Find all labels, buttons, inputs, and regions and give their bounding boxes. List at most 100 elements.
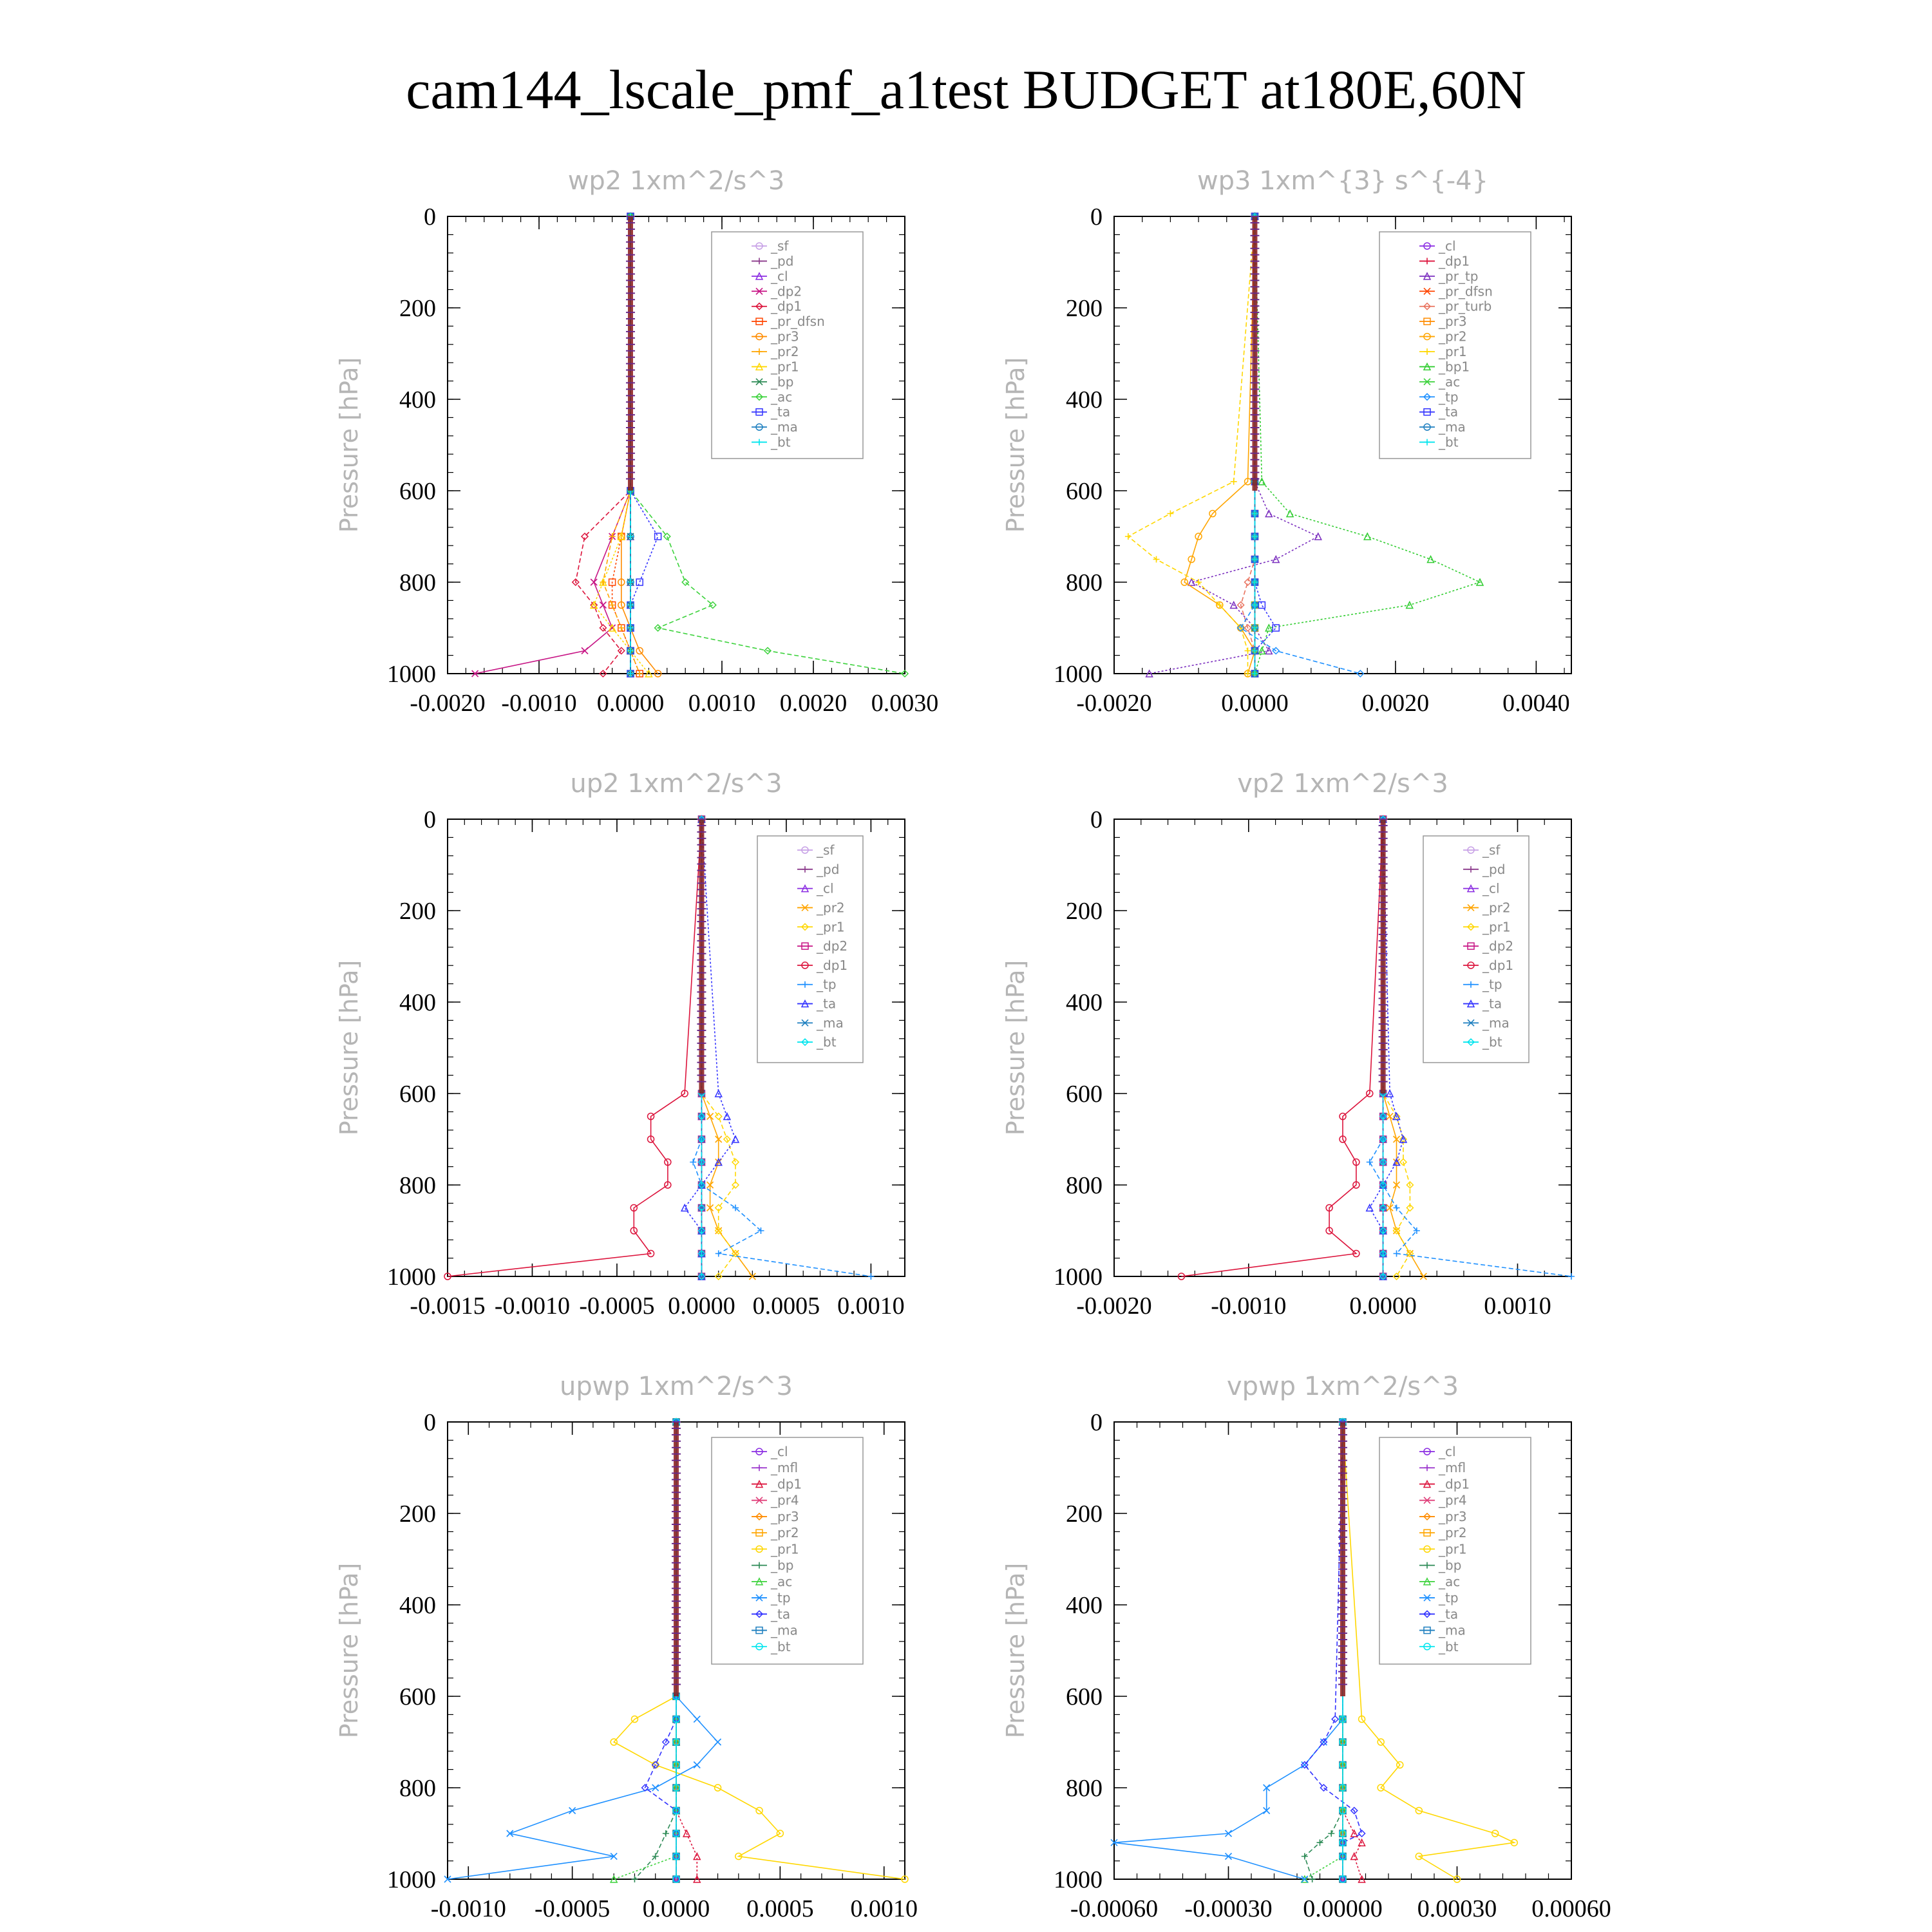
data-point — [706, 1112, 714, 1121]
legend-label: _pr2 — [770, 1525, 799, 1540]
data-point — [1350, 1806, 1358, 1815]
series-pr_dfsn — [608, 213, 643, 677]
series-line — [1181, 819, 1384, 1277]
legend-marker — [800, 923, 810, 931]
legend-label: _bt — [1438, 435, 1459, 450]
legend-marker — [1468, 981, 1474, 988]
data-point — [1244, 647, 1251, 654]
legend-item-bt: _bt — [752, 1639, 791, 1654]
series-line — [1113, 1422, 1343, 1880]
data-point — [867, 1273, 875, 1280]
legend-label: _bt — [1438, 1639, 1459, 1654]
data-point — [627, 579, 634, 585]
legend-item-sf: _sf — [1463, 842, 1501, 858]
data-point — [763, 647, 772, 655]
legend-item-ac: _ac — [1419, 374, 1460, 390]
legend-item-pr2: _pr2 — [752, 344, 799, 359]
legend-label: _ac — [770, 1574, 792, 1589]
data-point — [1358, 1829, 1366, 1838]
data-point — [723, 1112, 732, 1121]
chart-panel-4: vp2 1xm^2/s^3 Pressure [hPa] 0 200 400 600 800… — [1001, 769, 1575, 1320]
data-point — [1265, 623, 1273, 632]
x-tick-label: -0.0010 — [501, 690, 576, 717]
data-point — [1453, 1875, 1461, 1883]
legend-label: _dp2 — [816, 938, 848, 954]
data-point — [680, 1203, 689, 1212]
legend-label: _ma — [770, 419, 798, 435]
data-point — [1510, 1839, 1518, 1846]
legend-marker — [1423, 242, 1431, 250]
data-point — [1419, 1273, 1427, 1280]
legend-label: _pr_dfsn — [770, 314, 825, 329]
x-tick-label: 0.00000 — [1303, 1895, 1383, 1922]
legend-label: _ta — [1438, 1606, 1458, 1622]
y-tick-label: 400 — [1066, 386, 1103, 413]
series-bt — [627, 213, 634, 677]
data-point — [652, 1853, 659, 1860]
data-point — [1406, 1180, 1414, 1189]
legend-item-pr2: _pr2 — [1419, 1525, 1467, 1540]
data-point — [1237, 625, 1244, 631]
legend-item-pr3: _pr3 — [752, 329, 799, 345]
data-point — [630, 1715, 639, 1723]
legend-item-mfl: _mfl — [1419, 1460, 1466, 1475]
legend: _sf_pd_cl_dp2_dp1_pr_dfsn_pr3_pr2_pr1_bp… — [711, 231, 864, 459]
data-point — [1350, 1829, 1358, 1837]
data-point — [581, 647, 589, 655]
legend-item-mfl: _mfl — [752, 1460, 798, 1475]
panel-title: up2 1xm^2/s^3 — [570, 769, 782, 799]
legend-marker — [1424, 1464, 1430, 1472]
plot-frame — [1113, 819, 1572, 1277]
x-tick-label: -0.0020 — [410, 690, 485, 717]
data-point — [627, 647, 634, 654]
legend-marker — [755, 317, 763, 325]
data-point — [1365, 1203, 1374, 1212]
data-point — [731, 1158, 740, 1166]
legend-marker — [1423, 1512, 1432, 1520]
data-point — [1285, 509, 1294, 518]
x-tick-label: -0.00060 — [1070, 1895, 1158, 1922]
legend-label: _cl — [770, 1444, 788, 1459]
legend-item-cl: _cl — [1419, 238, 1456, 254]
data-point — [731, 1135, 740, 1143]
x-tick-label: 0.0010 — [688, 690, 756, 717]
data-point — [627, 625, 634, 631]
legend-label: _cl — [816, 881, 834, 896]
y-axis-label: Pressure [hPa] — [335, 1563, 363, 1739]
data-point — [672, 1784, 680, 1792]
data-point — [714, 1784, 722, 1792]
data-point — [1339, 1784, 1347, 1792]
legend-marker — [1467, 961, 1475, 969]
legend-marker — [1423, 362, 1432, 371]
data-point — [617, 647, 625, 655]
data-point — [652, 1784, 659, 1792]
legend-marker — [755, 1643, 763, 1651]
data-point — [1177, 1273, 1186, 1280]
y-tick-label: 600 — [399, 1683, 436, 1710]
y-tick-label: 1000 — [1054, 1264, 1103, 1291]
legend-item-pr3: _pr3 — [1419, 314, 1467, 329]
legend-item-ta: _ta — [1419, 1606, 1458, 1622]
data-point — [1339, 1135, 1347, 1143]
data-point — [1180, 578, 1188, 586]
legend-marker — [755, 1594, 763, 1602]
series-line — [447, 819, 703, 1277]
data-point — [599, 669, 607, 678]
data-point — [1224, 1852, 1233, 1861]
data-point — [1325, 1227, 1333, 1235]
data-point — [627, 670, 634, 677]
data-point — [1415, 1806, 1423, 1815]
data-point — [444, 1273, 451, 1280]
data-point — [1265, 509, 1273, 518]
x-tick-label: 0.0040 — [1502, 690, 1570, 717]
data-point — [1386, 1204, 1394, 1212]
legend-marker — [1423, 1448, 1431, 1455]
legend-marker — [1424, 1562, 1430, 1569]
data-point — [1258, 477, 1266, 486]
data-point — [618, 601, 625, 609]
data-point — [664, 1181, 672, 1189]
data-point — [714, 1272, 723, 1281]
data-point — [1331, 1715, 1340, 1723]
legend-item-cl: _cl — [752, 1444, 788, 1459]
legend-item-pr1: _pr1 — [797, 919, 845, 934]
